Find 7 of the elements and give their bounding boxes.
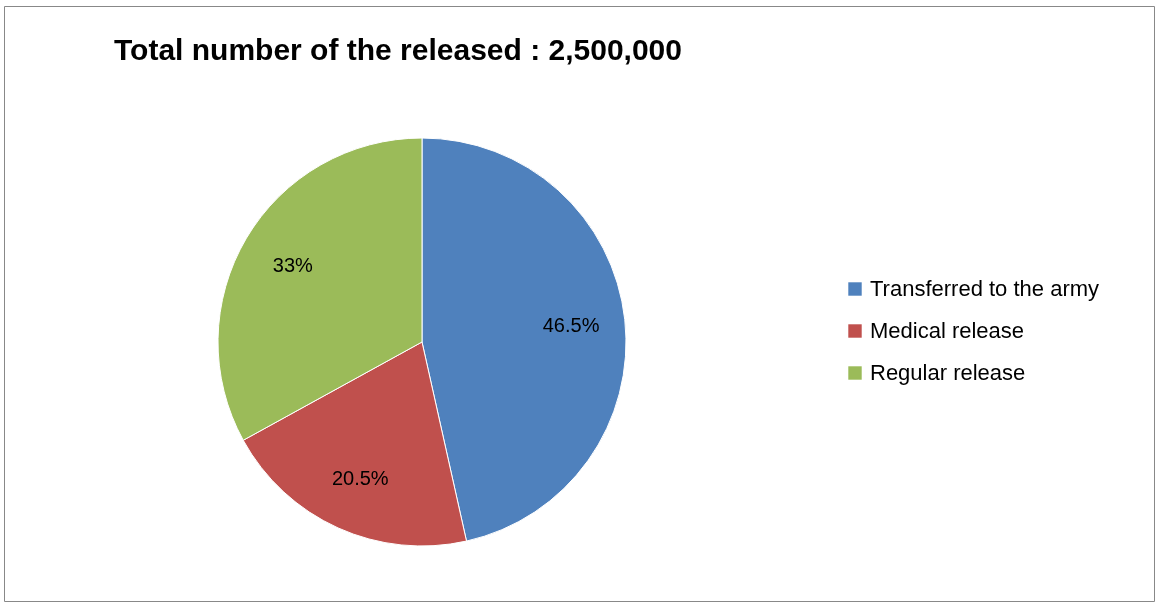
data-label: 33% [272,253,314,276]
chart-title: Total number of the released : 2,500,000 [114,33,682,66]
legend-label: Regular release [870,360,1026,385]
data-label: 20.5% [331,466,389,489]
legend-label: Medical release [870,318,1025,343]
data-label: 46.5% [542,313,600,336]
legend-label: Transferred to the army [870,276,1100,301]
